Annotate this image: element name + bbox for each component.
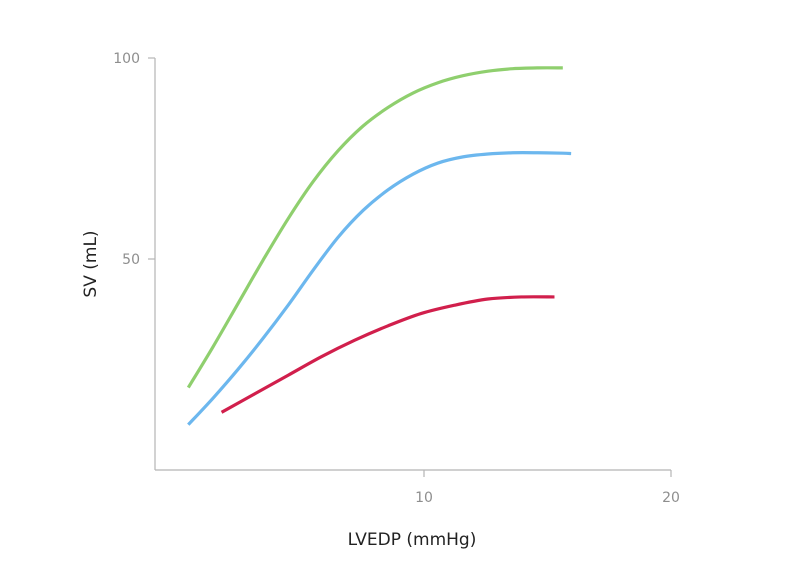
x-tick-label-10: 10 xyxy=(415,490,433,506)
series-lines xyxy=(186,66,572,426)
y-tick-label-100: 100 xyxy=(113,51,140,67)
y-tick-label-50: 50 xyxy=(122,252,140,268)
y-axis: 50 100 xyxy=(113,51,156,470)
y-axis-title: SV (mL) xyxy=(81,230,101,297)
series-line-blue xyxy=(187,151,572,426)
x-tick-label-20: 20 xyxy=(662,490,680,506)
x-axis-title: LVEDP (mmHg) xyxy=(348,530,477,550)
x-axis: 10 20 xyxy=(155,469,680,506)
series-line-green xyxy=(186,66,563,389)
series-line-red xyxy=(220,295,555,414)
